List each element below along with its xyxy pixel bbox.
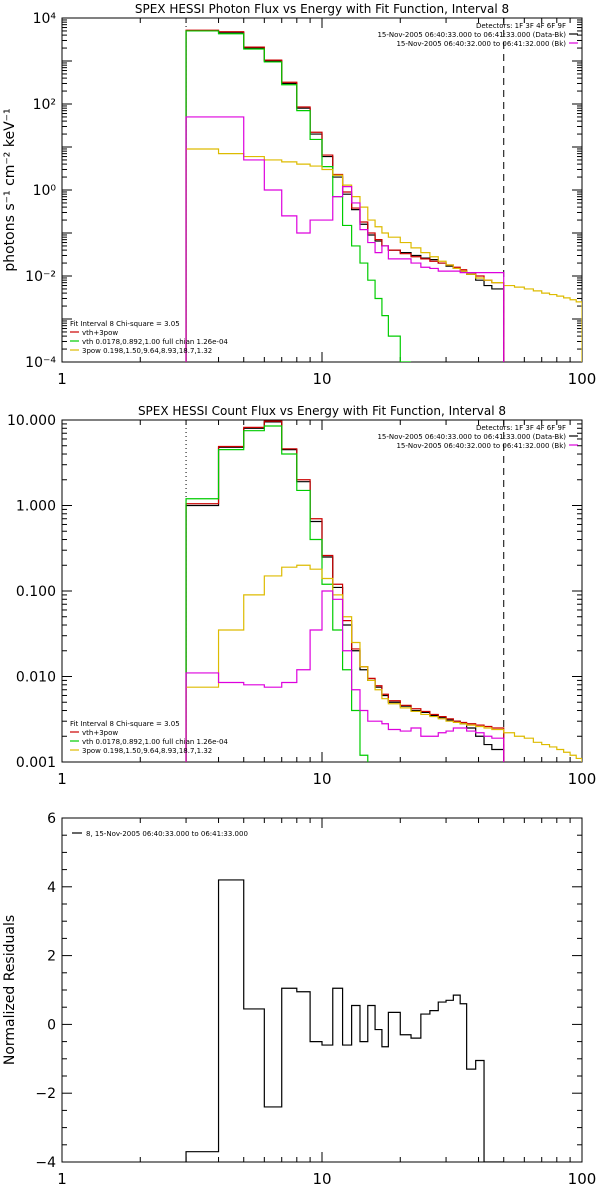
x-tick-label: 100 — [568, 1170, 597, 1188]
y-tick-label: 1.000 — [16, 499, 56, 515]
y-tick-label: 10⁻² — [25, 269, 56, 285]
series-vth — [185, 30, 412, 362]
y-tick-label: 10⁰ — [33, 183, 57, 199]
legend-entry: Fit Interval 8 Chi-square = 3.05 — [70, 320, 180, 328]
y-tick-label: 0.100 — [16, 584, 56, 600]
x-tick-label: 1 — [57, 370, 67, 388]
y-tick-label: 10² — [33, 97, 56, 113]
series-vth-3pow — [185, 420, 505, 762]
y-tick-label: 10⁻⁴ — [25, 355, 56, 371]
legend-entry: 3pow 0.198,1.50,9.64,8.93,18.7,1.32 — [82, 747, 212, 755]
y-tick-label: 6 — [47, 811, 56, 827]
y-tick-label: 0 — [47, 1017, 56, 1033]
legend-entry: 15-Nov-2005 06:40:32.000 to 06:41:32.000… — [396, 442, 566, 450]
panel-1: 1 10 100 10⁻⁴ 10⁻² 10⁰ 10² 10⁴ SPEX HESSI Photon… — [2, 2, 596, 388]
legend-entry: vth+3pow — [82, 729, 118, 737]
series-data-bk — [185, 421, 505, 762]
chart-title: SPEX HESSI Photon Flux vs Energy with Fi… — [135, 2, 509, 16]
legend-entry: 15-Nov-2005 06:40:32.000 to 06:41:32.000… — [396, 40, 566, 48]
legend-entry: vth+3pow — [82, 329, 118, 337]
y-tick-label: 0.001 — [16, 755, 56, 771]
series-data-bk — [185, 30, 505, 362]
y-tick-label: −4 — [35, 1155, 56, 1171]
y-tick-label: 2 — [47, 949, 56, 965]
y-axis-label: photons s⁻¹ cm⁻² keV⁻¹ — [2, 108, 18, 271]
series-vth — [185, 425, 369, 762]
legend-entry: Detectors: 1F 3F 4F 6F 9F — [476, 22, 566, 30]
series-bk — [185, 590, 505, 762]
x-tick-label: 1 — [57, 770, 67, 788]
y-tick-label: 10.000 — [7, 413, 56, 429]
legend-entry: Detectors: 1F 3F 4F 6F 9F — [476, 424, 566, 432]
y-tick-label: 4 — [47, 880, 56, 896]
series-0 — [185, 879, 504, 1162]
series-3pow — [185, 148, 582, 362]
series-3pow — [185, 564, 582, 762]
x-tick-label: 1 — [57, 1170, 67, 1188]
chart-title: SPEX HESSI Count Flux vs Energy with Fit… — [138, 404, 506, 418]
legend-entry: 8, 15-Nov-2005 06:40:33.000 to 06:41:33.… — [86, 830, 248, 838]
x-tick-label: 10 — [312, 770, 331, 788]
x-tick-label: 100 — [568, 370, 597, 388]
panel-3: 1 10 100 −4 −2 0 2 4 6 Normalized Residuals 8, 15-… — [2, 811, 596, 1188]
x-tick-label: 100 — [568, 770, 597, 788]
y-tick-label: 0.010 — [16, 670, 56, 686]
axes-frame — [61, 817, 583, 1163]
legend-entry: 15-Nov-2005 06:40:33.000 to 06:41:33.000… — [377, 31, 566, 39]
panel-2: 1 10 100 0.001 0.010 0.100 1.000 10.000 SPEX HES… — [7, 404, 596, 788]
y-tick-label: 10⁴ — [33, 11, 57, 27]
legend-entry: Fit Interval 8 Chi-square = 3.05 — [70, 720, 180, 728]
y-tick-label: −2 — [35, 1086, 56, 1102]
series-vth-3pow — [185, 29, 505, 362]
y-axis-label: Normalized Residuals — [2, 915, 18, 1065]
legend-entry: vth 0.0178,0.892,1.00 full chian 1.26e-0… — [82, 738, 228, 746]
legend-entry: 15-Nov-2005 06:40:33.000 to 06:41:33.000… — [377, 433, 566, 441]
legend-entry: 3pow 0.198,1.50,9.64,8.93,18.7,1.32 — [82, 347, 212, 355]
series-bk — [185, 116, 505, 362]
x-tick-label: 10 — [312, 1170, 331, 1188]
legend-entry: vth 0.0178,0.892,1.00 full chian 1.26e-0… — [82, 338, 228, 346]
x-tick-label: 10 — [312, 370, 331, 388]
